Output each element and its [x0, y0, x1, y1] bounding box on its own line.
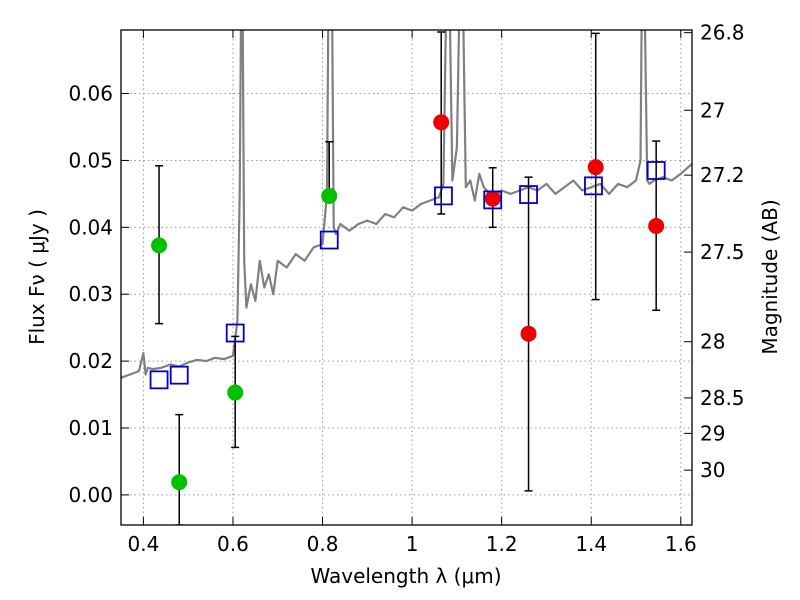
- y-tick-label: 0.04: [68, 215, 113, 239]
- y-tick-label: 0.03: [68, 282, 113, 306]
- x-tick-label: 0.8: [307, 532, 339, 556]
- y2-tick-label: 26.8: [700, 21, 745, 45]
- x-tick-label: 1.4: [575, 532, 607, 556]
- y2-axis-label: Magnitude (AB): [758, 199, 782, 354]
- y-tick-label: 0.00: [68, 483, 113, 507]
- y-tick-label: 0.06: [68, 82, 113, 106]
- plot-frame: [120, 29, 693, 526]
- y2-tick-label: 28.5: [700, 386, 745, 410]
- grid: [121, 30, 692, 525]
- x-axis: 0.4 0.6 0.8 1 1.2 1.4 1.6: [127, 30, 697, 556]
- x-tick-label: 1.2: [486, 532, 518, 556]
- red-photometry-point: [587, 159, 604, 176]
- model-bandpass-square: [169, 365, 189, 385]
- y-axis-left: 0.00 0.01 0.02 0.03 0.04 0.05 0.06: [68, 82, 129, 507]
- marker-layer: [149, 31, 666, 525]
- y2-tick-label: 29: [700, 421, 725, 445]
- y2-tick-label: 27.5: [700, 240, 745, 264]
- red-photometry-point: [520, 325, 537, 342]
- y2-tick-label: 27: [700, 98, 725, 122]
- model-bandpass-square: [319, 230, 339, 250]
- model-bandpass-square: [584, 176, 603, 196]
- model-bandpass-square: [434, 186, 453, 206]
- plot-background: [121, 30, 692, 525]
- x-tick-label: 0.4: [127, 532, 159, 556]
- y2-tick-label: 27.2: [700, 163, 745, 187]
- green-photometry-point: [321, 187, 338, 204]
- model-bandpass-square: [646, 161, 666, 180]
- red-photometry-point: [648, 217, 665, 234]
- green-photometry-point: [151, 237, 168, 254]
- y-axis-label: Flux Fν ( μJy ): [25, 209, 49, 345]
- model-bandpass-square: [519, 185, 538, 204]
- model-sed-line: [121, 30, 692, 379]
- model-layer: [121, 30, 692, 379]
- y2-tick-label: 28: [700, 330, 725, 354]
- green-photometry-point: [171, 474, 188, 491]
- x-tick-label: 1: [406, 532, 419, 556]
- model-bandpass-square: [149, 370, 169, 390]
- model-bandpass-square: [483, 190, 503, 210]
- red-photometry-point: [433, 114, 450, 131]
- y-tick-label: 0.01: [68, 416, 113, 440]
- y2-tick-label: 30: [700, 458, 725, 482]
- red-photometry-point: [484, 190, 501, 207]
- model-bandpass-square: [225, 323, 245, 343]
- x-tick-label: 1.6: [665, 532, 697, 556]
- y-tick-label: 0.02: [68, 349, 113, 373]
- green-photometry-point: [227, 384, 244, 401]
- y-axis-right: 26.8 27 27.2 27.5 28 28.5 29 30: [684, 21, 745, 482]
- y-tick-label: 0.05: [68, 148, 113, 172]
- x-tick-label: 0.6: [217, 532, 249, 556]
- x-axis-label: Wavelength λ (μm): [310, 564, 501, 588]
